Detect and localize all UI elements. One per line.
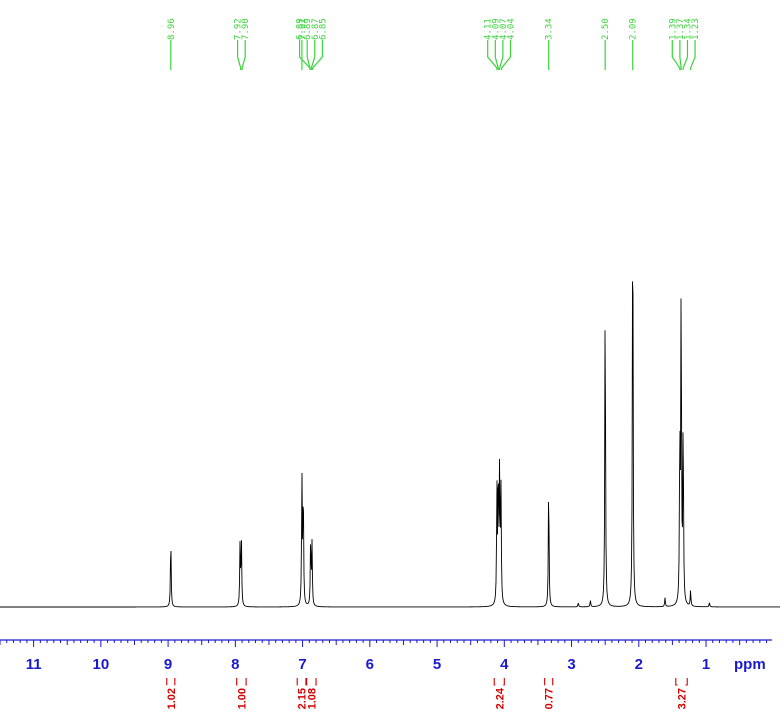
peak-label: 4.09: [491, 18, 501, 40]
peak-label: 6.89: [296, 18, 306, 40]
peak-label-connector: [682, 40, 689, 70]
integral-bracket: [306, 678, 317, 686]
integral-value: 1.08: [306, 688, 318, 709]
peak-label: 4.11: [484, 18, 494, 40]
integral-bracket: [236, 678, 247, 686]
axis-tick-label: 6: [366, 656, 374, 673]
peak-label-connector: [236, 40, 242, 70]
integral-value: 3.27: [676, 688, 688, 709]
peak-label: 1.34: [683, 18, 693, 40]
axis-tick-label: 11: [26, 656, 42, 673]
peak-label-connector: [689, 40, 696, 70]
peak-label: 4.04: [506, 18, 516, 40]
peak-label-connector: [501, 40, 512, 70]
axis-tick-label: 2: [635, 656, 643, 673]
peak-label: 1.39: [668, 18, 678, 40]
peak-label: 7.90: [241, 18, 251, 40]
peak-label-connector: [671, 40, 681, 70]
peak-label: 1.37: [676, 18, 686, 40]
integral-bracket: [544, 678, 554, 686]
peak-label-connector: [494, 40, 499, 70]
axis-tick-label: 5: [433, 656, 441, 673]
ppm-axis: 11 10 9 8 7 6 5 4 3 2 1: [0, 639, 772, 673]
peak-label: 4.07: [499, 18, 509, 40]
spectrum-trace: [0, 281, 780, 608]
axis-tick-label: 8: [231, 656, 239, 673]
integral-bracket: [166, 678, 176, 686]
integral-value: 1.02: [166, 688, 178, 709]
integral-bracket: [675, 678, 688, 686]
axis-tick-label: 10: [93, 656, 110, 673]
integral-layer: 1.02 1.00 2.151.08 2.24 0.77 3.27: [166, 678, 688, 709]
peak-label: 2.50: [601, 18, 611, 40]
axis-tick-label: 9: [164, 656, 172, 673]
integral-value: 0.77: [544, 688, 556, 709]
peak-label-layer: 8.96 7.927.90 7.016.896.896.876.85 4.114.09…: [167, 18, 701, 70]
peak-label: 3.34: [545, 18, 555, 40]
peak-label-connector: [298, 40, 311, 70]
peak-label-connector: [310, 40, 316, 70]
peak-label-connector: [487, 40, 498, 70]
peak-label-connector: [679, 40, 682, 70]
integral-bracket: [296, 678, 307, 686]
axis-tick-label: 4: [500, 656, 509, 673]
peak-label: 6.89: [303, 18, 313, 40]
integral-value: 2.15: [297, 688, 309, 709]
peak-label-connector: [499, 40, 504, 70]
integral-value: 1.00: [236, 688, 248, 709]
peak-label: 7.01: [298, 18, 308, 40]
integral-value: 2.24: [494, 687, 506, 709]
peak-label: 6.85: [318, 18, 328, 40]
peak-label-connector: [312, 40, 323, 70]
peak-label: 8.96: [167, 18, 177, 40]
peak-label-connector: [241, 40, 246, 70]
axis-unit-label: ppm: [734, 656, 766, 673]
peak-label-connector: [306, 40, 311, 70]
axis-tick-label: 3: [567, 656, 575, 673]
axis-tick-label: 7: [298, 656, 306, 673]
peak-label: 2.09: [629, 18, 639, 40]
peak-label: 7.92: [234, 18, 244, 40]
integral-bracket: [493, 678, 505, 686]
peak-label: 1.23: [691, 18, 701, 40]
axis-tick-label: 1: [702, 656, 710, 673]
peak-label: 6.87: [311, 18, 321, 40]
